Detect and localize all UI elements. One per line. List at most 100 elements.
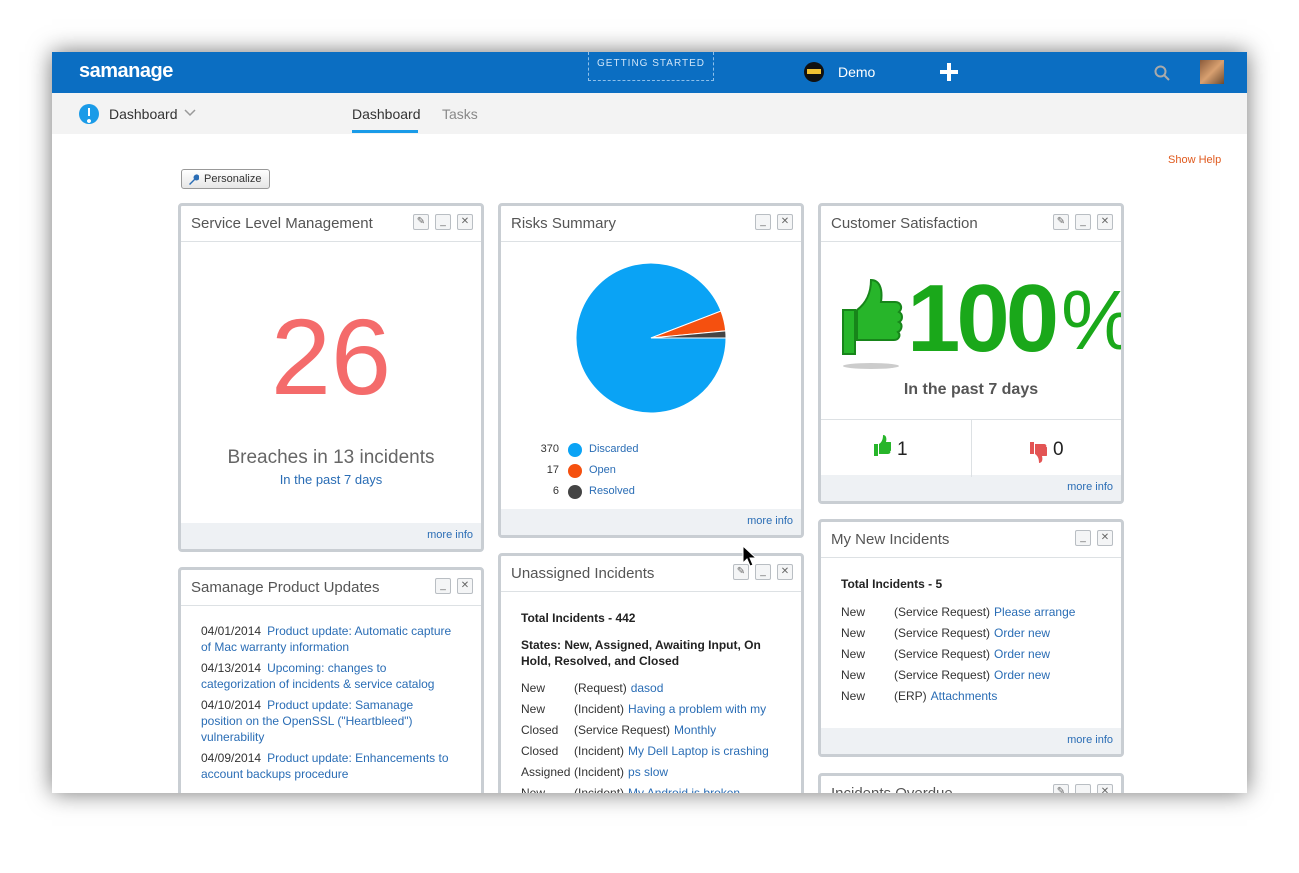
icon bbox=[184, 109, 196, 117]
incident-link[interactable]: Order new bbox=[994, 647, 1051, 661]
incident-type: (Incident) bbox=[574, 786, 625, 800]
breach-period[interactable]: In the past 7 days bbox=[279, 472, 383, 487]
edit-button[interactable]: ✎ bbox=[1053, 214, 1069, 230]
widget: Incidents Overdue ✎ _ ✕ bbox=[818, 773, 1124, 793]
update-item: 04/10/2014 Product update: Samanage posit… bbox=[201, 697, 457, 745]
widget-footer: more info bbox=[501, 509, 801, 535]
close-button[interactable]: ✕ bbox=[457, 578, 473, 594]
update-date: 04/10/2014 bbox=[201, 698, 262, 712]
incident-state: New bbox=[521, 702, 546, 716]
close-button[interactable]: ✕ bbox=[457, 214, 473, 230]
incident-type: (Incident) bbox=[574, 744, 625, 758]
incident-link[interactable]: Order new bbox=[994, 626, 1051, 640]
down-count: 0 bbox=[1053, 439, 1064, 460]
minimize-button[interactable]: _ bbox=[1075, 214, 1091, 230]
update-link[interactable]: Upcoming: changes to categorization of i… bbox=[201, 661, 435, 691]
incident-link[interactable]: Please arrange bbox=[994, 605, 1076, 619]
widget-header: Customer Satisfaction ✎ _ ✕ bbox=[821, 206, 1121, 242]
edit-button[interactable]: ✎ bbox=[733, 564, 749, 580]
incident-link[interactable]: Attachments bbox=[930, 689, 998, 703]
incident-link[interactable]: dasod bbox=[630, 681, 664, 695]
legend-label[interactable]: Discarded bbox=[589, 443, 639, 455]
incident-line: (Incident) Having a problem with my bbox=[574, 702, 766, 716]
update-link[interactable]: Product update: Enhancements to account … bbox=[201, 751, 449, 781]
incident-type: (ERP) bbox=[894, 689, 927, 703]
widget-title: My New Incidents bbox=[831, 531, 950, 548]
incident-state: Closed bbox=[521, 723, 559, 737]
incident-type: (Service Request) bbox=[894, 647, 991, 661]
widget-header: Risks Summary _ ✕ bbox=[501, 206, 801, 242]
breach-caption: Breaches in 13 incidents bbox=[227, 447, 435, 468]
minimize-button[interactable]: _ bbox=[1075, 784, 1091, 793]
up-count: 1 bbox=[897, 439, 908, 460]
update-item: 04/13/2014 Upcoming: changes to categoriz… bbox=[201, 660, 457, 692]
close-button[interactable]: ✕ bbox=[1097, 784, 1113, 793]
incident-link[interactable]: My Android is broken bbox=[628, 786, 741, 800]
icon bbox=[742, 545, 756, 567]
icon bbox=[842, 278, 903, 369]
widget-header: Incidents Overdue ✎ _ ✕ bbox=[821, 776, 1121, 793]
minimize-button[interactable]: _ bbox=[755, 564, 771, 580]
minimize-button[interactable]: _ bbox=[755, 214, 771, 230]
icon bbox=[79, 104, 99, 124]
app: samanage GETTING STARTED Demo Dashboard Dash… bbox=[0, 0, 1247, 800]
more-info-link[interactable]: more info bbox=[1067, 481, 1113, 493]
more-info-link[interactable]: more info bbox=[1067, 734, 1113, 746]
wrench-icon bbox=[189, 174, 199, 185]
incident-link[interactable]: Order new bbox=[994, 668, 1051, 682]
sub-nav bbox=[52, 93, 1247, 134]
incident-link[interactable]: My Dell Laptop is crashing bbox=[628, 744, 769, 758]
score-unit: % bbox=[1061, 272, 1121, 369]
breach-count: 26 bbox=[270, 296, 392, 417]
legend-swatch bbox=[568, 464, 582, 478]
user-photo[interactable] bbox=[1200, 60, 1224, 84]
icon bbox=[874, 435, 891, 456]
page: samanage GETTING STARTED Demo Dashboard Dash… bbox=[0, 0, 1247, 800]
close-button[interactable]: ✕ bbox=[777, 214, 793, 230]
user-name[interactable]: Demo bbox=[838, 64, 876, 80]
avatar-eyes bbox=[807, 69, 821, 74]
incident-link[interactable]: Monthly bbox=[674, 723, 717, 737]
more-info-link[interactable]: more info bbox=[747, 515, 793, 527]
edit-button[interactable]: ✎ bbox=[1053, 784, 1069, 793]
minimize-button[interactable]: _ bbox=[435, 214, 451, 230]
personalize-button[interactable]: Personalize bbox=[181, 169, 271, 189]
nav-tab[interactable]: Tasks bbox=[442, 106, 478, 122]
more-info-link[interactable]: more info bbox=[427, 529, 473, 541]
close-button[interactable]: ✕ bbox=[777, 564, 793, 580]
legend-value: 17 bbox=[546, 464, 559, 476]
incident-state: Assigned bbox=[521, 765, 571, 779]
search-box[interactable] bbox=[0, 0, 188, 22]
update-link[interactable]: Product update: Samanage position on the… bbox=[201, 698, 414, 744]
incident-state: New bbox=[841, 605, 866, 619]
incident-line: (ERP) Attachments bbox=[894, 689, 997, 703]
close-button[interactable]: ✕ bbox=[1097, 214, 1113, 230]
widget: Samanage Product Updates _ ✕ 04/01/2014 Prod… bbox=[178, 567, 484, 793]
minimize-button[interactable]: _ bbox=[1075, 530, 1091, 546]
close-button[interactable]: ✕ bbox=[1097, 530, 1113, 546]
incident-type: (Service Request) bbox=[894, 626, 991, 640]
total-incidents: Total Incidents - 442 bbox=[521, 611, 636, 625]
incident-link[interactable]: Having a problem with my bbox=[628, 702, 767, 716]
widget-title: Samanage Product Updates bbox=[191, 579, 380, 596]
section-name[interactable]: Dashboard bbox=[109, 106, 178, 122]
total-incidents: Total Incidents - 5 bbox=[841, 577, 943, 591]
minimize-button[interactable]: _ bbox=[435, 578, 451, 594]
widget-footer: more info bbox=[821, 728, 1121, 754]
legend-swatch bbox=[568, 443, 582, 457]
incident-state: New bbox=[841, 689, 866, 703]
incident-line: (Incident) ps slow bbox=[574, 765, 668, 779]
legend-label[interactable]: Resolved bbox=[589, 485, 635, 497]
show-help[interactable]: Show Help bbox=[1168, 154, 1222, 166]
incident-state: New bbox=[841, 626, 866, 640]
icon bbox=[575, 262, 727, 414]
getting-started[interactable]: GETTING STARTED bbox=[588, 52, 714, 81]
update-link[interactable]: Product update: Automatic capture of Mac… bbox=[201, 624, 452, 654]
incident-line: (Service Request) Order new bbox=[894, 626, 1050, 640]
edit-button[interactable]: ✎ bbox=[413, 214, 429, 230]
legend-label[interactable]: Open bbox=[589, 464, 616, 476]
nav-tab[interactable]: Dashboard bbox=[352, 106, 421, 122]
widget-title: Customer Satisfaction bbox=[831, 215, 978, 232]
incident-link[interactable]: ps slow bbox=[628, 765, 669, 779]
widget-header: My New Incidents _ ✕ bbox=[821, 522, 1121, 558]
